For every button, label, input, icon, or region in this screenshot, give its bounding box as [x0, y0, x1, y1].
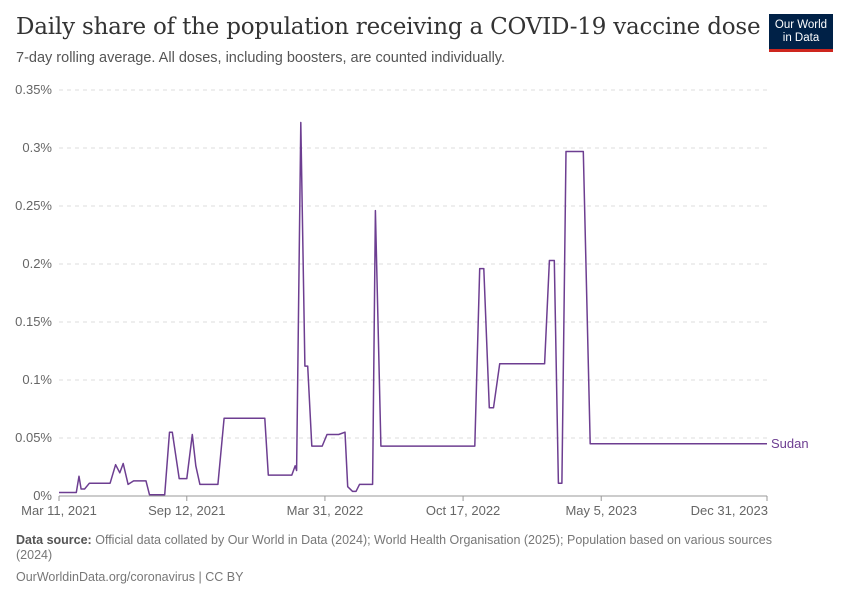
- line-chart: 0% 0.05% 0.1% 0.15% 0.2% 0.25% 0.3% 0.35% Mar 1…: [15, 82, 809, 518]
- y-tick-label: 0.05%: [15, 430, 52, 445]
- grid-lines: [59, 89, 767, 439]
- x-tick-label: Sep 12, 2021: [148, 503, 225, 518]
- x-tick-label: Mar 11, 2021: [21, 503, 97, 518]
- series-lines: Sudan: [59, 121, 809, 496]
- y-tick-label: 0.15%: [15, 314, 52, 329]
- logo-line-2: in Data: [782, 32, 820, 44]
- data-source: Data source: Official data collated by O…: [16, 533, 806, 563]
- y-tick-label: 0.1%: [22, 372, 52, 387]
- x-tick-label: Dec 31, 2023: [691, 503, 768, 518]
- chart-title: Daily share of the population receiving …: [16, 14, 761, 40]
- series-label[interactable]: Sudan: [771, 436, 809, 451]
- logo-line-1: Our World: [774, 19, 828, 31]
- license-link[interactable]: OurWorldinData.org/coronavirus | CC BY: [16, 570, 244, 584]
- y-axis-ticks: 0% 0.05% 0.1% 0.15% 0.2% 0.25% 0.3% 0.35%: [15, 82, 52, 503]
- x-axis: Mar 11, 2021 Sep 12, 2021 Mar 31, 2022 Oct …: [21, 495, 768, 518]
- y-tick-label: 0.35%: [15, 82, 52, 97]
- data-source-label: Data source:: [16, 533, 92, 547]
- chart-subtitle: 7-day rolling average. All doses, includ…: [16, 50, 505, 66]
- y-tick-label: 0.2%: [22, 256, 52, 271]
- data-source-text: Official data collated by Our World in D…: [16, 533, 772, 562]
- owid-logo[interactable]: Our World in Data: [769, 14, 833, 52]
- y-tick-label: 0.3%: [22, 140, 52, 155]
- series-line-sudan[interactable]: [59, 121, 767, 496]
- x-tick-label: Mar 31, 2022: [287, 503, 364, 518]
- y-tick-label: 0%: [33, 488, 52, 503]
- y-tick-label: 0.25%: [15, 198, 52, 213]
- x-tick-label: May 5, 2023: [565, 503, 637, 518]
- x-tick-label: Oct 17, 2022: [426, 503, 500, 518]
